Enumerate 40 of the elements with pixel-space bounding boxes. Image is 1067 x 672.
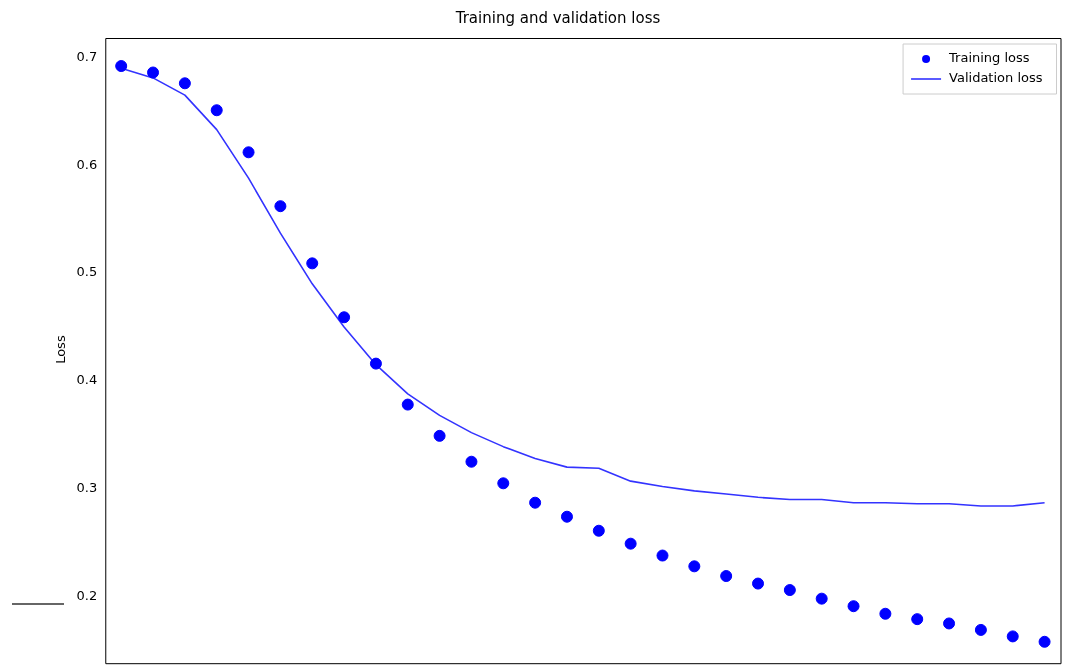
- point: [1038, 635, 1051, 648]
- point: [847, 600, 860, 613]
- point: [178, 77, 191, 90]
- point: [783, 584, 796, 597]
- point: [688, 560, 701, 573]
- point: [274, 200, 287, 213]
- point: [338, 311, 351, 324]
- y-axis-title: Loss: [53, 335, 69, 364]
- point: [943, 617, 956, 630]
- point: [592, 524, 605, 537]
- point: [433, 429, 446, 442]
- chart-title: Training and validation loss: [454, 8, 661, 27]
- y-tick-label: 0.6: [76, 156, 98, 172]
- point: [815, 592, 828, 605]
- point: [560, 510, 573, 523]
- point: [147, 66, 160, 79]
- point: [497, 477, 510, 490]
- y-tick-label: 0.4: [76, 372, 98, 388]
- point: [911, 613, 924, 626]
- point: [974, 623, 987, 636]
- point: [720, 570, 733, 583]
- point: [115, 60, 128, 73]
- point: [1006, 630, 1019, 643]
- point: [624, 537, 637, 550]
- legend-label: Validation loss: [949, 70, 1043, 86]
- point: [401, 398, 414, 411]
- legend-label: Training loss: [948, 50, 1030, 66]
- point: [529, 496, 542, 509]
- y-tick-label: 0.2: [76, 587, 98, 603]
- point: [369, 357, 382, 370]
- point: [210, 104, 223, 117]
- y-tick-label: 0.5: [76, 264, 98, 280]
- y-tick-label: 0.3: [76, 480, 98, 496]
- point: [879, 607, 892, 620]
- y-tick-label: 0.7: [76, 48, 98, 64]
- point: [306, 257, 319, 270]
- point: [465, 455, 478, 468]
- point: [752, 577, 765, 590]
- point: [242, 146, 255, 159]
- point: [656, 549, 669, 562]
